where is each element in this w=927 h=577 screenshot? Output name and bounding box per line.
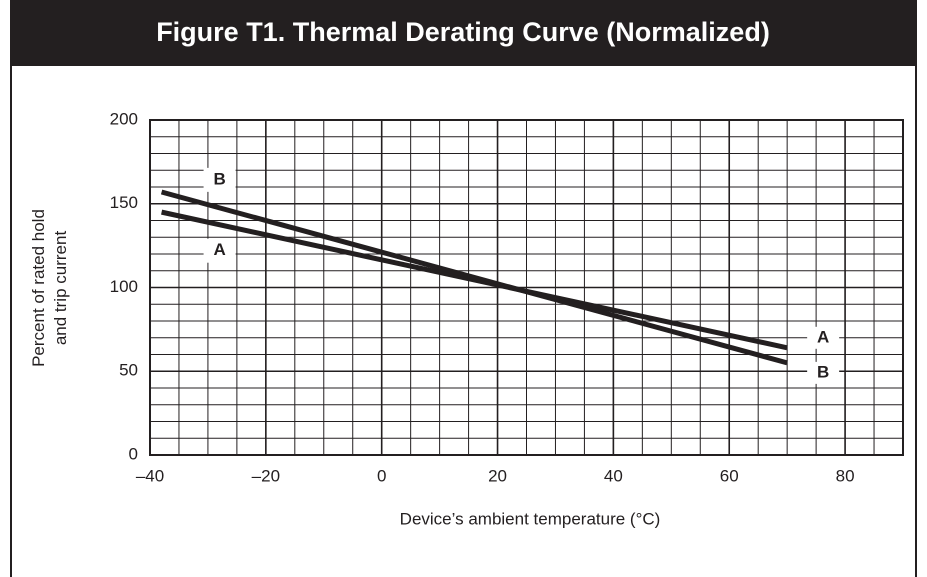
series-label: B (213, 169, 225, 188)
x-tick-label: –40 (136, 466, 164, 485)
label-box (203, 238, 236, 263)
series-label: B (817, 362, 829, 381)
x-tick-label: –20 (252, 466, 280, 485)
y-tick-label: 150 (110, 193, 138, 212)
x-tick-label: 40 (604, 466, 623, 485)
x-tick-label: 60 (720, 466, 739, 485)
y-axis-label: Percent of rated hold and trip current (29, 209, 70, 367)
x-tick-label: 0 (377, 466, 386, 485)
plot-border (149, 119, 904, 456)
y-axis-label-line: Percent of rated hold (29, 209, 48, 367)
y-tick-label: 100 (110, 277, 138, 296)
chart-title: Figure T1. Thermal Derating Curve (Norma… (156, 17, 770, 47)
label-box (807, 361, 840, 384)
title-bar (10, 0, 917, 66)
label-box (203, 167, 236, 192)
y-tick-label: 0 (129, 444, 138, 463)
series-label: A (817, 327, 829, 346)
line-series (160, 189, 788, 366)
series-label: A (213, 240, 225, 259)
y-tick-label: 50 (119, 361, 138, 380)
y-axis-label-line: and trip current (51, 231, 70, 346)
x-axis-label: Device’s ambient temperature (°C) (400, 509, 661, 528)
x-tick-label: 80 (836, 466, 855, 485)
label-box (807, 326, 840, 349)
y-tick-label: 200 (110, 109, 138, 128)
x-tick-label: 20 (488, 466, 507, 485)
